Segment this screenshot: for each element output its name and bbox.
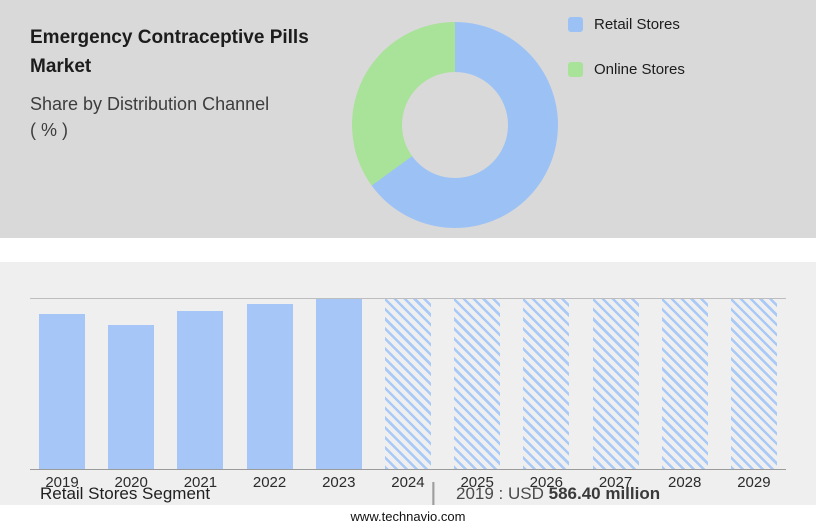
bar-chart-plot-area: [30, 298, 786, 470]
x-axis-label-2029: 2029: [737, 474, 771, 491]
donut-chart: [352, 22, 558, 228]
x-axis-label-2020: 2020: [114, 474, 148, 491]
forecast-bar-2026: [523, 299, 570, 469]
forecast-bar-2024: [384, 299, 431, 469]
x-axis-label-2021: 2021: [183, 474, 218, 491]
x-axis-label-2028: 2028: [668, 474, 702, 491]
x-axis-label-2026: 2026: [529, 474, 563, 491]
legend-swatch-online-stores-icon: [568, 62, 583, 77]
title-block: Emergency Contraceptive Pills Market Shar…: [30, 24, 350, 141]
legend-label-online-stores: Online Stores: [594, 61, 685, 78]
page-title: Emergency Contraceptive Pills Market: [30, 24, 350, 81]
value-divider: |: [430, 477, 437, 507]
legend-item-retail-stores: Retail Stores: [568, 16, 685, 33]
market-value: 2019 : USD 586.40 million: [456, 484, 660, 504]
chart-subtitle: Share by Distribution Channel: [30, 94, 270, 114]
website-link[interactable]: www.technavio.com: [350, 509, 466, 524]
forecast-bar-2028: [661, 299, 708, 469]
x-axis-label-2025: 2025: [460, 474, 494, 491]
legend-item-online-stores: Online Stores: [568, 61, 685, 78]
history-bar-2021: [177, 310, 224, 469]
history-bar-2020: [108, 324, 155, 469]
x-axis-label-2024: 2024: [391, 474, 425, 491]
page-title-line1: Emergency Contraceptive Pills: [30, 27, 309, 48]
market-value-amount: 586.40 million: [548, 484, 661, 503]
history-bar-2023: [315, 299, 362, 469]
market-value-prefix: 2019 : USD: [456, 484, 544, 503]
history-bar-2019: [39, 314, 85, 469]
segment-label: Retail Stores Segment: [40, 484, 211, 503]
x-axis-label-2023: 2023: [322, 474, 356, 491]
history-bar-2022: [246, 304, 293, 469]
donut-hole: [402, 72, 508, 178]
bar-chart-x-axis-labels: 2019 2020 2021 2022 2023 2024 2025 2026 2027 2028…: [30, 474, 786, 491]
forecast-bar-2025: [454, 299, 501, 469]
legend: Retail Stores Online Stores: [568, 16, 685, 78]
x-axis-label-2027: 2027: [598, 474, 633, 491]
x-axis-label-2022: 2022: [252, 474, 287, 491]
x-axis-label-2019: 2019: [45, 474, 79, 491]
legend-swatch-retail-stores-icon: [568, 17, 583, 32]
page-title-line2: Market: [30, 55, 92, 77]
forecast-bar-2027: [592, 299, 639, 469]
website-bar: www.technavio.com: [0, 505, 816, 528]
top-panel: Emergency Contraceptive Pills Market Shar…: [0, 0, 816, 238]
forecast-bar-2029: [730, 299, 777, 469]
legend-label-retail-stores: Retail Stores: [594, 16, 680, 33]
unit-label: ( % ): [30, 120, 68, 140]
